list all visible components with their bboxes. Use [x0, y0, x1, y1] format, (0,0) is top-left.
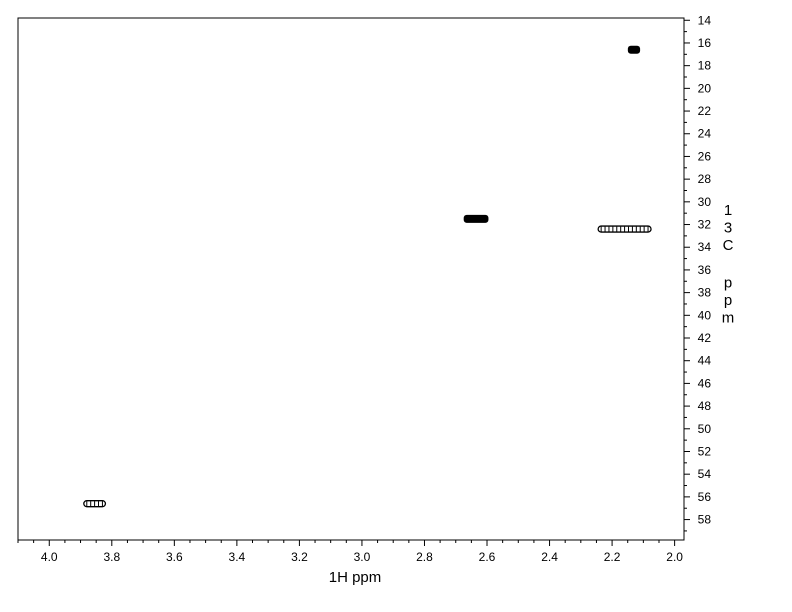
x-tick-label: 3.4: [229, 550, 246, 564]
y-axis-title-char: 3: [724, 220, 732, 237]
x-tick-label: 4.0: [41, 550, 58, 564]
x-tick-label: 2.4: [541, 550, 558, 564]
y-tick-label: 18: [698, 59, 712, 73]
cross-peak: [83, 500, 107, 508]
y-axis-title-char: C: [723, 237, 734, 254]
x-tick-label: 3.8: [103, 550, 120, 564]
y-tick-label: 50: [698, 422, 712, 436]
x-tick-label: 2.6: [479, 550, 496, 564]
y-tick-label: 22: [698, 104, 712, 118]
y-axis: 14 16 18 20 22 24 26 28 30 32 34 36 38 40 42 44 46 48 50 52…: [684, 13, 712, 532]
x-tick-label: 2.2: [604, 550, 621, 564]
y-tick-label: 52: [698, 444, 712, 458]
x-tick-label: 3.6: [166, 550, 183, 564]
y-tick-label: 42: [698, 331, 712, 345]
y-tick-label: 26: [698, 149, 712, 163]
y-tick-label: 14: [698, 13, 712, 27]
y-tick-label: 30: [698, 195, 712, 209]
y-axis-title-char: p: [724, 292, 732, 309]
y-tick-label: 54: [698, 467, 712, 481]
y-axis-title: 13C ppm: [722, 202, 735, 327]
y-tick-label: 40: [698, 308, 712, 322]
y-tick-label: 20: [698, 81, 712, 95]
x-axis-title: 1H ppm: [329, 569, 382, 586]
cross-peak: [627, 45, 641, 54]
y-tick-label: 38: [698, 286, 712, 300]
x-tick-label: 3.2: [291, 550, 308, 564]
y-axis-title-char: 1: [724, 202, 732, 219]
cross-peak: [597, 225, 652, 233]
x-tick-label: 2.0: [666, 550, 683, 564]
y-tick-label: 48: [698, 399, 712, 413]
y-axis-title-char: p: [724, 275, 732, 292]
x-tick-label: 3.0: [354, 550, 371, 564]
y-tick-label: 56: [698, 490, 712, 504]
y-tick-label: 46: [698, 376, 712, 390]
y-tick-label: 28: [698, 172, 712, 186]
peak-contour: [627, 45, 641, 54]
plot-frame: [17, 17, 685, 541]
y-tick-label: 24: [698, 127, 712, 141]
y-axis-title-char: m: [722, 310, 735, 327]
y-axis-title-char: [726, 255, 730, 272]
y-tick-label: 58: [698, 513, 712, 527]
peak-contour: [463, 214, 489, 223]
cross-peak: [463, 214, 489, 223]
y-tick-label: 34: [698, 240, 712, 254]
y-tick-label: 44: [698, 354, 712, 368]
peak-group: [83, 45, 652, 508]
x-tick-label: 2.8: [416, 550, 433, 564]
x-axis: 4.0 3.8 3.6 3.4 3.2 3.0 2.8 2.6 2.4 2.2 2.0: [17, 540, 683, 564]
y-tick-label: 32: [698, 218, 712, 232]
y-tick-label: 36: [698, 263, 712, 277]
y-tick-label: 16: [698, 36, 712, 50]
